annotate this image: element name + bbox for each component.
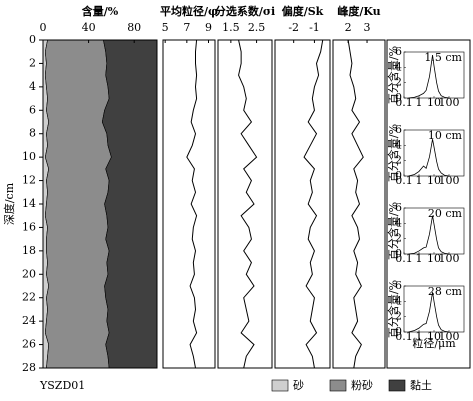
inset-y-tick-label: 4	[395, 138, 402, 151]
panel-title: 偏度/Sk	[282, 4, 324, 18]
inset-y-tick-label: 2	[395, 232, 402, 245]
inset-y-tick-label: 4	[395, 60, 402, 73]
inset-y-tick-label: 4	[395, 216, 402, 229]
area-1	[44, 39, 112, 369]
inset-x-tick-label: 0.1	[395, 252, 413, 265]
x-tick-label: 2	[345, 21, 352, 34]
y-tick-label: 20	[22, 267, 36, 280]
x-tick-label: 2.5	[248, 21, 266, 34]
panel-frame	[42, 39, 158, 369]
x-tick-label: 9	[205, 21, 212, 34]
y-tick-label: 2	[29, 56, 36, 69]
x-tick-label: -2	[288, 21, 299, 34]
inset-y-tick-label: 0	[395, 247, 402, 260]
area-2	[101, 39, 158, 369]
inset-y-tick-label: 6	[395, 279, 402, 292]
inset-curve	[408, 55, 450, 99]
inset-y-label: 百分含量/%	[386, 124, 400, 182]
y-tick-label: 12	[22, 174, 36, 187]
y-tick-label: 10	[22, 150, 36, 163]
legend-label: 粉砂	[351, 379, 373, 392]
y-tick-label: 4	[29, 80, 36, 93]
inset-y-label: 百分含量/%	[386, 280, 400, 338]
legend-label: 砂	[293, 379, 304, 392]
inset-annotation: 20 cm	[428, 207, 463, 220]
x-tick-label: 80	[127, 21, 141, 34]
inset-x-tick-label: 10	[427, 252, 441, 265]
y-tick-label: 18	[22, 244, 36, 257]
inset-column-frame	[386, 39, 471, 369]
x-tick-label: 5	[162, 21, 169, 34]
inset-annotation: 1.5 cm	[424, 51, 462, 64]
panel-title: 峰度/Ku	[337, 4, 380, 18]
inset-x-tick-label: 100	[439, 96, 460, 109]
inset-x-tick-label: 10	[427, 330, 441, 343]
panel-title: 平均粒径/φ	[160, 4, 218, 18]
y-tick-label: 26	[22, 338, 36, 351]
x-tick-label: 40	[82, 21, 96, 34]
legend-label: 黏土	[410, 378, 432, 392]
inset-x-tick-label: 100	[439, 252, 460, 265]
x-tick-label: 1.5	[222, 21, 240, 34]
inset-annotation: 10 cm	[428, 129, 463, 142]
profile-line	[186, 39, 198, 369]
inset-y-tick-label: 2	[395, 310, 402, 323]
inset-x-tick-label: 1	[416, 96, 423, 109]
inset-x-tick-label: 0.1	[395, 96, 413, 109]
y-tick-label: 14	[22, 197, 36, 210]
inset-y-tick-label: 6	[395, 45, 402, 58]
inset-x-tick-label: 100	[439, 174, 460, 187]
inset-y-tick-label: 0	[395, 91, 402, 104]
y-tick-label: 24	[22, 314, 36, 327]
inset-x-tick-label: 1	[416, 252, 423, 265]
legend-swatch	[329, 379, 347, 392]
panel-frame	[162, 39, 216, 369]
x-tick-label: -1	[309, 21, 320, 34]
y-tick-label: 6	[29, 103, 36, 116]
y-tick-label: 28	[22, 361, 36, 374]
inset-curve	[408, 139, 450, 177]
legend-swatch	[388, 379, 406, 392]
inset-x-tick-label: 0.1	[395, 330, 413, 343]
inset-curve	[408, 215, 450, 255]
inset-y-label: 百分含量/%	[386, 202, 400, 260]
inset-y-tick-label: 2	[395, 76, 402, 89]
profile-line	[347, 39, 364, 369]
x-tick-label: 3	[364, 21, 371, 34]
inset-y-tick-label: 0	[395, 169, 402, 182]
panel-frame	[217, 39, 273, 369]
inset-y-tick-label: 2	[395, 154, 402, 167]
panel-title: 分选系数/σi	[215, 4, 275, 18]
inset-annotation: 28 cm	[428, 285, 463, 298]
panel-frame	[332, 39, 386, 369]
inset-x-tick-label: 1	[416, 174, 423, 187]
inset-y-tick-label: 6	[395, 123, 402, 136]
panel-title: 含量/%	[81, 4, 119, 18]
inset-x-tick-label: 10	[427, 174, 441, 187]
y-tick-label: 8	[29, 127, 36, 140]
y-tick-label: 0	[29, 33, 36, 46]
x-tick-label: 7	[183, 21, 190, 34]
inset-x-tick-label: 1	[416, 330, 423, 343]
profile-line	[303, 39, 324, 369]
profile-line	[238, 39, 258, 369]
inset-y-tick-label: 0	[395, 325, 402, 338]
inset-y-tick-label: 4	[395, 294, 402, 307]
legend-swatch	[271, 379, 289, 392]
y-tick-label: 16	[22, 220, 36, 233]
inset-x-label: 粒径/μm	[412, 336, 456, 350]
x-tick-label: 0	[40, 21, 47, 34]
site-label: YSZD01	[39, 379, 85, 392]
inset-y-label: 百分含量/%	[386, 46, 400, 104]
inset-y-tick-label: 6	[395, 201, 402, 214]
inset-x-tick-label: 0.1	[395, 174, 413, 187]
panel-frame	[274, 39, 331, 369]
y-tick-label: 22	[22, 291, 36, 304]
inset-curve	[408, 292, 450, 333]
inset-x-tick-label: 100	[439, 330, 460, 343]
inset-x-tick-label: 10	[427, 96, 441, 109]
y-axis-label: 深度/cm	[2, 182, 16, 225]
